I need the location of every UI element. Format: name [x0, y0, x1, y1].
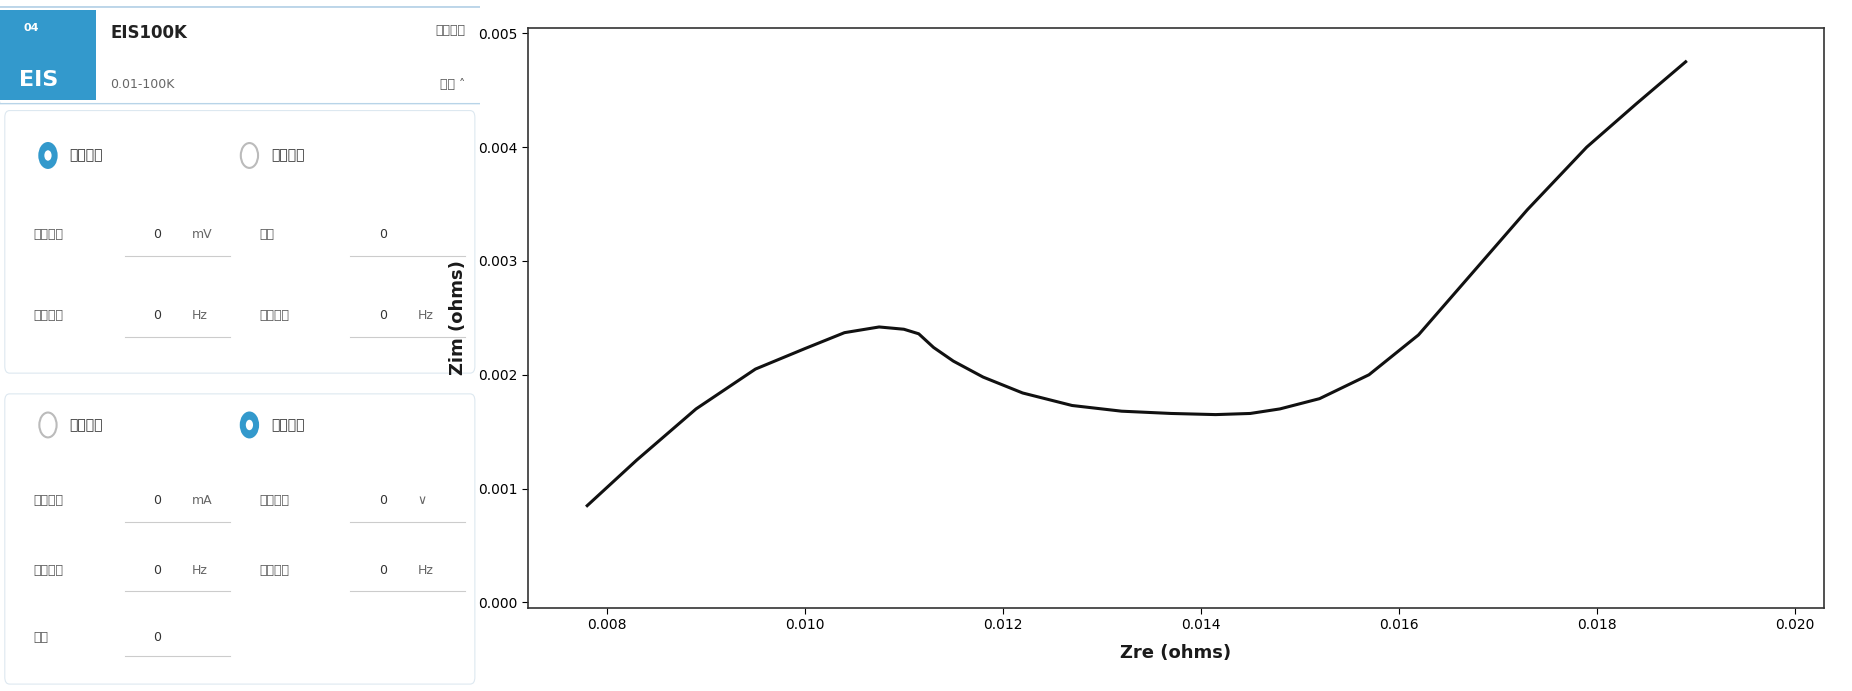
Text: 点数: 点数 — [33, 631, 48, 643]
Text: 0: 0 — [154, 495, 161, 507]
Text: 0: 0 — [154, 631, 161, 643]
Y-axis label: Zim (ohms): Zim (ohms) — [448, 261, 467, 375]
Text: 电流扰动: 电流扰动 — [270, 418, 304, 432]
Text: 起始频率: 起始频率 — [33, 564, 63, 576]
Circle shape — [39, 413, 57, 437]
Text: 0: 0 — [380, 310, 387, 322]
Text: ∨: ∨ — [417, 495, 426, 507]
Text: 电压振幅: 电压振幅 — [33, 229, 63, 241]
Text: 0.01-100K: 0.01-100K — [111, 77, 174, 91]
Text: 0: 0 — [154, 564, 161, 576]
FancyBboxPatch shape — [0, 10, 96, 100]
Text: 电流扰动: 电流扰动 — [270, 149, 304, 162]
Text: 0: 0 — [380, 495, 387, 507]
Text: 收起 ˄: 收起 ˄ — [441, 77, 465, 91]
Text: 起始频率: 起始频率 — [33, 310, 63, 322]
Text: 0: 0 — [154, 310, 161, 322]
Text: EIS100K: EIS100K — [111, 24, 187, 42]
Text: 电流扰动: 电流扰动 — [435, 24, 465, 37]
Text: 电压档位: 电压档位 — [259, 495, 289, 507]
Text: 电压扰动: 电压扰动 — [70, 418, 104, 432]
Text: 截止频率: 截止频率 — [259, 310, 289, 322]
Text: 0: 0 — [380, 564, 387, 576]
FancyBboxPatch shape — [6, 111, 474, 373]
Circle shape — [246, 419, 254, 430]
Text: 0: 0 — [154, 229, 161, 241]
Text: 电流振幅: 电流振幅 — [33, 495, 63, 507]
Text: 0: 0 — [380, 229, 387, 241]
Text: Hz: Hz — [417, 564, 433, 576]
Text: EIS: EIS — [19, 70, 59, 90]
Text: Hz: Hz — [193, 310, 207, 322]
Circle shape — [39, 143, 57, 168]
Text: mV: mV — [193, 229, 213, 241]
Text: 点数: 点数 — [259, 229, 274, 241]
Text: 电压扰动: 电压扰动 — [70, 149, 104, 162]
FancyBboxPatch shape — [96, 10, 480, 100]
X-axis label: Zre (ohms): Zre (ohms) — [1120, 643, 1232, 661]
FancyBboxPatch shape — [6, 394, 474, 684]
Text: 04: 04 — [24, 23, 39, 32]
Text: Hz: Hz — [193, 564, 207, 576]
Circle shape — [241, 143, 257, 168]
Text: 截止频率: 截止频率 — [259, 564, 289, 576]
Circle shape — [44, 150, 52, 161]
Circle shape — [241, 413, 257, 437]
Text: mA: mA — [193, 495, 213, 507]
Text: Hz: Hz — [417, 310, 433, 322]
